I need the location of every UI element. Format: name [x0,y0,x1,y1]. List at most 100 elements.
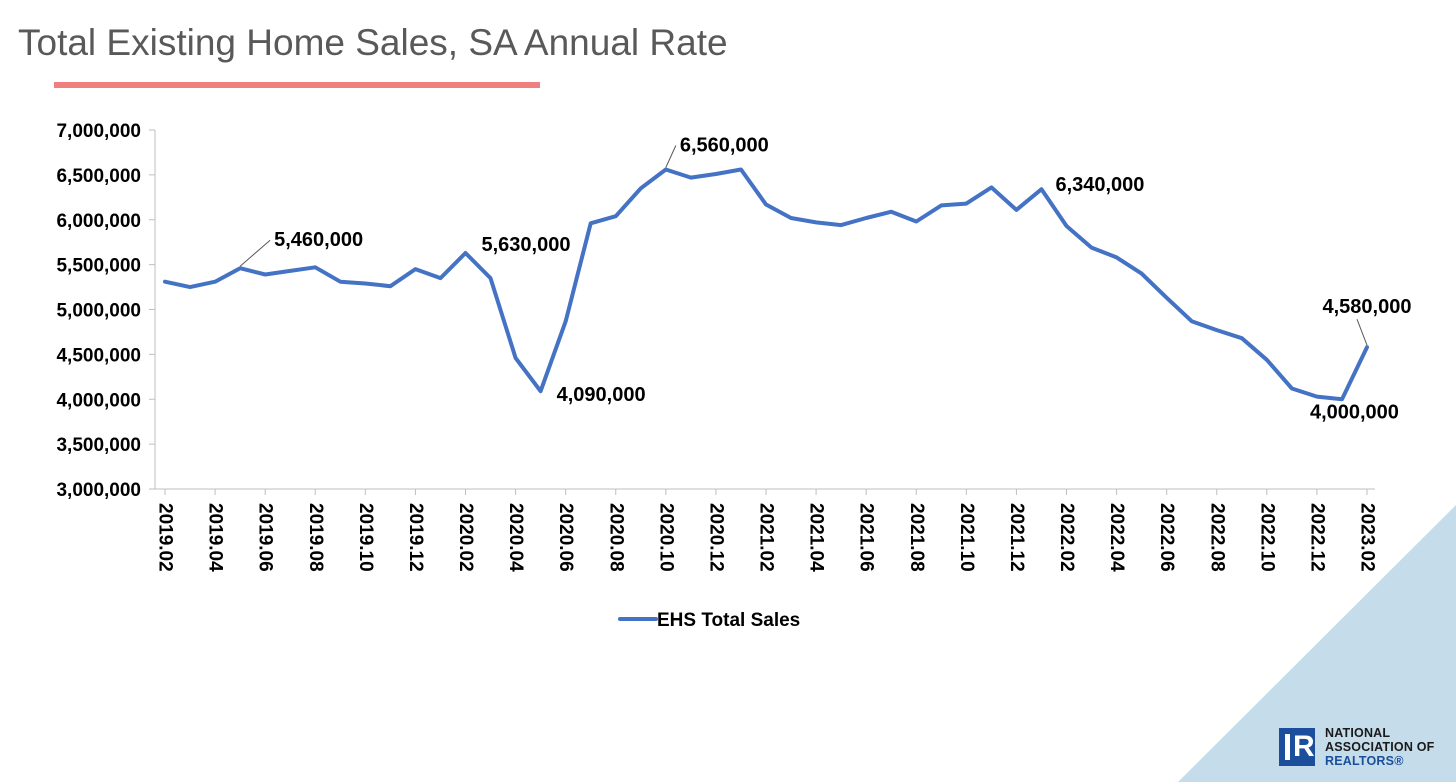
x-tick-label: 2019.10 [355,503,376,572]
data-point [1039,187,1043,191]
x-tick-label: 2022.02 [1056,503,1077,572]
x-tick-label: 2020.08 [605,503,626,572]
y-tick-label: 3,500,000 [56,435,141,456]
data-point [739,167,743,171]
y-tick-label: 4,000,000 [56,390,141,411]
data-point [464,251,468,255]
y-tick-label: 6,000,000 [56,211,141,232]
x-tick-label: 2022.08 [1206,503,1227,572]
data-label: 4,090,000 [557,384,646,406]
data-point [338,280,342,284]
data-point [539,389,543,393]
data-point [213,280,217,284]
x-tick-label: 2021.06 [856,503,877,572]
data-point [1165,296,1169,300]
x-tick-label: 2021.08 [906,503,927,572]
data-point [689,176,693,180]
data-point [1290,386,1294,390]
data-point [639,186,643,190]
data-point [313,265,317,269]
data-point [964,202,968,206]
x-tick-label: 2023.02 [1357,503,1378,572]
data-point [589,221,593,225]
data-label: 6,560,000 [680,134,769,156]
data-point [664,167,668,171]
data-point [263,272,267,276]
data-point [764,202,768,206]
series-line-ehs-total-sales [163,167,1369,402]
x-tick-label: 2022.10 [1256,503,1277,572]
data-point [1090,246,1094,250]
y-tick-label: 6,500,000 [56,166,141,187]
x-tick-label: 2019.08 [305,503,326,572]
x-tick-label: 2021.12 [1006,503,1027,572]
data-point [989,185,993,189]
data-point [1115,255,1119,259]
data-point [614,214,618,218]
data-point [288,269,292,273]
data-point [864,216,868,220]
realtor-r-icon: R [1279,728,1315,766]
annotation-leader [665,145,677,168]
data-point [388,284,392,288]
logo-text: NATIONAL ASSOCIATION OF REALTORS® [1325,726,1435,768]
data-point [714,172,718,176]
y-tick-label: 3,000,000 [56,480,141,501]
x-tick-label: 2021.10 [956,503,977,572]
x-tick-label: 2022.12 [1306,503,1327,572]
data-point [839,223,843,227]
x-tick-label: 2022.06 [1156,503,1177,572]
data-label: 4,000,000 [1310,401,1399,423]
data-point [814,220,818,224]
data-point [1240,336,1244,340]
data-label: 5,630,000 [482,234,571,256]
data-point [514,356,518,360]
data-point [1065,224,1069,228]
data-label: 5,460,000 [274,229,363,251]
page-title: Total Existing Home Sales, SA Annual Rat… [18,22,728,63]
data-point [914,220,918,224]
data-point [939,203,943,207]
data-point [163,280,167,284]
data-label: 6,340,000 [1055,174,1144,196]
x-tick-label: 2020.06 [555,503,576,572]
annotation-leader [1356,319,1368,346]
y-tick-label: 5,500,000 [56,256,141,277]
x-tick-label: 2019.12 [405,503,426,572]
x-tick-label: 2022.04 [1106,503,1127,572]
x-tick-label: 2019.04 [205,503,226,572]
title-underline [54,82,540,88]
legend-label: EHS Total Sales [657,610,800,631]
logo-line-2: ASSOCIATION OF [1325,740,1435,754]
data-point [363,281,367,285]
x-tick-label: 2019.06 [255,503,276,572]
data-point [1365,345,1369,349]
x-tick-label: 2021.02 [756,503,777,572]
data-point [238,266,242,270]
data-point [413,267,417,271]
data-point [889,210,893,214]
x-tick-label: 2019.02 [155,503,176,572]
y-tick-label: 4,500,000 [56,345,141,366]
data-point [789,216,793,220]
data-point [438,276,442,280]
data-point [564,319,568,323]
x-tick-label: 2020.04 [505,503,526,572]
nar-logo: R NATIONAL ASSOCIATION OF REALTORS® [1279,726,1435,768]
x-tick-label: 2020.02 [455,503,476,572]
y-tick-label: 7,000,000 [56,121,141,142]
logo-line-3: REALTORS® [1325,754,1404,768]
x-tick-label: 2021.04 [806,503,827,572]
logo-line-1: NATIONAL [1325,726,1391,740]
data-point [1140,272,1144,276]
x-tick-label: 2020.10 [655,503,676,572]
y-tick-label: 5,000,000 [56,301,141,322]
data-point [1014,208,1018,212]
data-label: 4,580,000 [1323,296,1412,318]
data-point [1315,395,1319,399]
data-point [489,276,493,280]
x-tick-label: 2020.12 [705,503,726,572]
data-point [1190,319,1194,323]
